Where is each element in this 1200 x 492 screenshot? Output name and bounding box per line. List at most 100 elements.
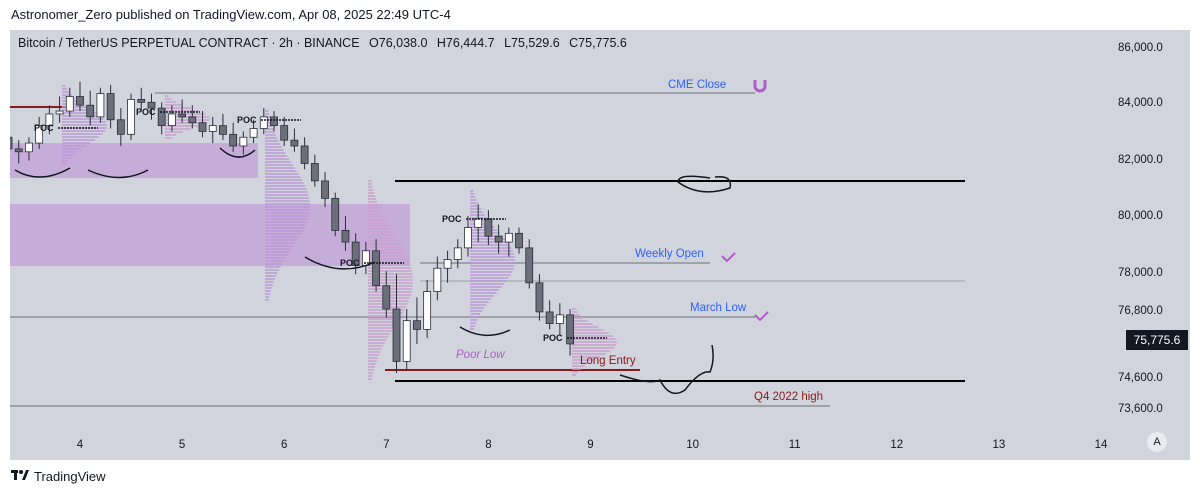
candle-body (229, 133, 238, 147)
candle-body (545, 311, 554, 324)
candle-body (525, 247, 534, 284)
volume-profile-bar (368, 342, 385, 344)
hand-drawn-curve (459, 326, 511, 336)
volume-profile-bar (265, 173, 299, 175)
annotation-label: Weekly Open (635, 248, 704, 260)
volume-profile-bar (470, 283, 505, 285)
volume-profile-bar (265, 113, 270, 115)
volume-profile-bar (470, 301, 489, 303)
volume-profile-bar (265, 272, 278, 274)
volume-profile-bar (572, 311, 578, 313)
volume-profile-bar (572, 365, 585, 367)
volume-profile-bar (470, 211, 483, 213)
volume-profile-bar (265, 179, 303, 181)
volume-profile-bar (368, 378, 372, 380)
volume-profile-bar (265, 236, 300, 238)
volume-profile-bar (368, 237, 397, 239)
volume-profile-bar (265, 143, 281, 145)
volume-profile-bar (265, 230, 303, 232)
time-axis-tick: 11 (789, 439, 801, 451)
volume-profile-bar (265, 221, 307, 223)
volume-profile-bar (62, 163, 67, 165)
candle-body (45, 113, 54, 127)
volume-profile-bar (265, 275, 277, 277)
volume-profile-bar (470, 268, 514, 270)
hand-drawn-curve (304, 256, 376, 270)
volume-profile-bar (572, 308, 576, 310)
volume-profile-bar (572, 359, 595, 361)
volume-profile-bar (62, 106, 88, 108)
volume-profile-bar (470, 259, 515, 261)
volume-profile-bar (572, 332, 609, 334)
volume-profile-bar (265, 194, 309, 196)
volume-profile-bar (470, 244, 510, 246)
volume-profile-bar (368, 312, 403, 314)
volume-profile-bar (368, 327, 394, 329)
candle-body (280, 125, 289, 141)
auto-scale-button[interactable]: A (1147, 432, 1167, 452)
volume-profile-bar (572, 335, 613, 337)
price-chart[interactable]: POC POC POC POC POC POC CME Close Weekly Open Ma… (10, 30, 1190, 460)
volume-profile-bar (265, 161, 291, 163)
volume-profile-bar (265, 227, 305, 229)
volume-profile-bar (470, 307, 485, 309)
volume-profile-bar (265, 260, 285, 262)
candle-body (249, 128, 258, 138)
volume-profile-bar (368, 351, 381, 353)
volume-profile-bar (62, 133, 103, 135)
volume-profile-bar (62, 130, 106, 132)
hand-drawn-curve (219, 147, 256, 158)
candle-body (310, 163, 319, 182)
hand-drawn-curve (619, 344, 714, 395)
volume-profile-bar (470, 325, 475, 327)
volume-profile-bar (265, 158, 290, 160)
volume-profile-bar (368, 240, 398, 242)
chart-area[interactable]: POC POC POC POC POC POC CME Close Weekly Open Ma… (10, 30, 1190, 460)
volume-profile-bar (265, 263, 283, 265)
volume-profile-bar (165, 134, 177, 136)
volume-profile-bar (572, 314, 581, 316)
candle-body (566, 314, 574, 345)
volume-profile-bar (265, 209, 310, 211)
candle-body (474, 218, 483, 228)
volume-profile-bar (368, 234, 395, 236)
poc-label: POC (136, 107, 156, 117)
candle-body (167, 113, 176, 127)
candle-body (188, 116, 197, 124)
annotation-label: Long Entry (580, 355, 636, 367)
volume-profile-bar (165, 122, 206, 124)
hand-drawn-curve (677, 175, 732, 193)
annotation-label: CME Close (668, 79, 726, 91)
volume-profile-bar (470, 247, 512, 249)
volume-profile-bar (265, 203, 310, 205)
volume-profile-bar (265, 212, 310, 214)
volume-profile-bar (62, 145, 86, 147)
volume-profile-bar (572, 368, 582, 370)
candle-body (116, 119, 125, 135)
volume-profile-bar (470, 277, 509, 279)
volume-profile-bar (62, 118, 104, 120)
volume-profile-bar (470, 319, 478, 321)
volume-profile-bar (265, 281, 274, 283)
candle-body (423, 291, 432, 330)
volume-profile-bar (470, 289, 499, 291)
volume-profile-bar (265, 266, 281, 268)
volume-profile-bar (265, 242, 296, 244)
candle-body (106, 93, 115, 121)
candle-body (555, 314, 564, 324)
volume-profile-bar (62, 91, 70, 93)
volume-profile-bar (368, 189, 374, 191)
last-price-tag: 75,775.6 (1126, 330, 1188, 350)
volume-profile-bar (265, 155, 288, 157)
volume-profile-bar (165, 104, 183, 106)
volume-profile-bar (470, 328, 475, 330)
candle-body (535, 282, 544, 313)
volume-profile-bar (368, 183, 373, 185)
volume-profile-bar (470, 190, 474, 192)
volume-profile-bar (62, 160, 69, 162)
volume-profile-bar (265, 182, 304, 184)
volume-profile-bar (368, 339, 387, 341)
supply-zone-upper (10, 143, 258, 178)
time-axis-tick: 10 (686, 439, 699, 451)
volume-profile-bar (368, 213, 383, 215)
